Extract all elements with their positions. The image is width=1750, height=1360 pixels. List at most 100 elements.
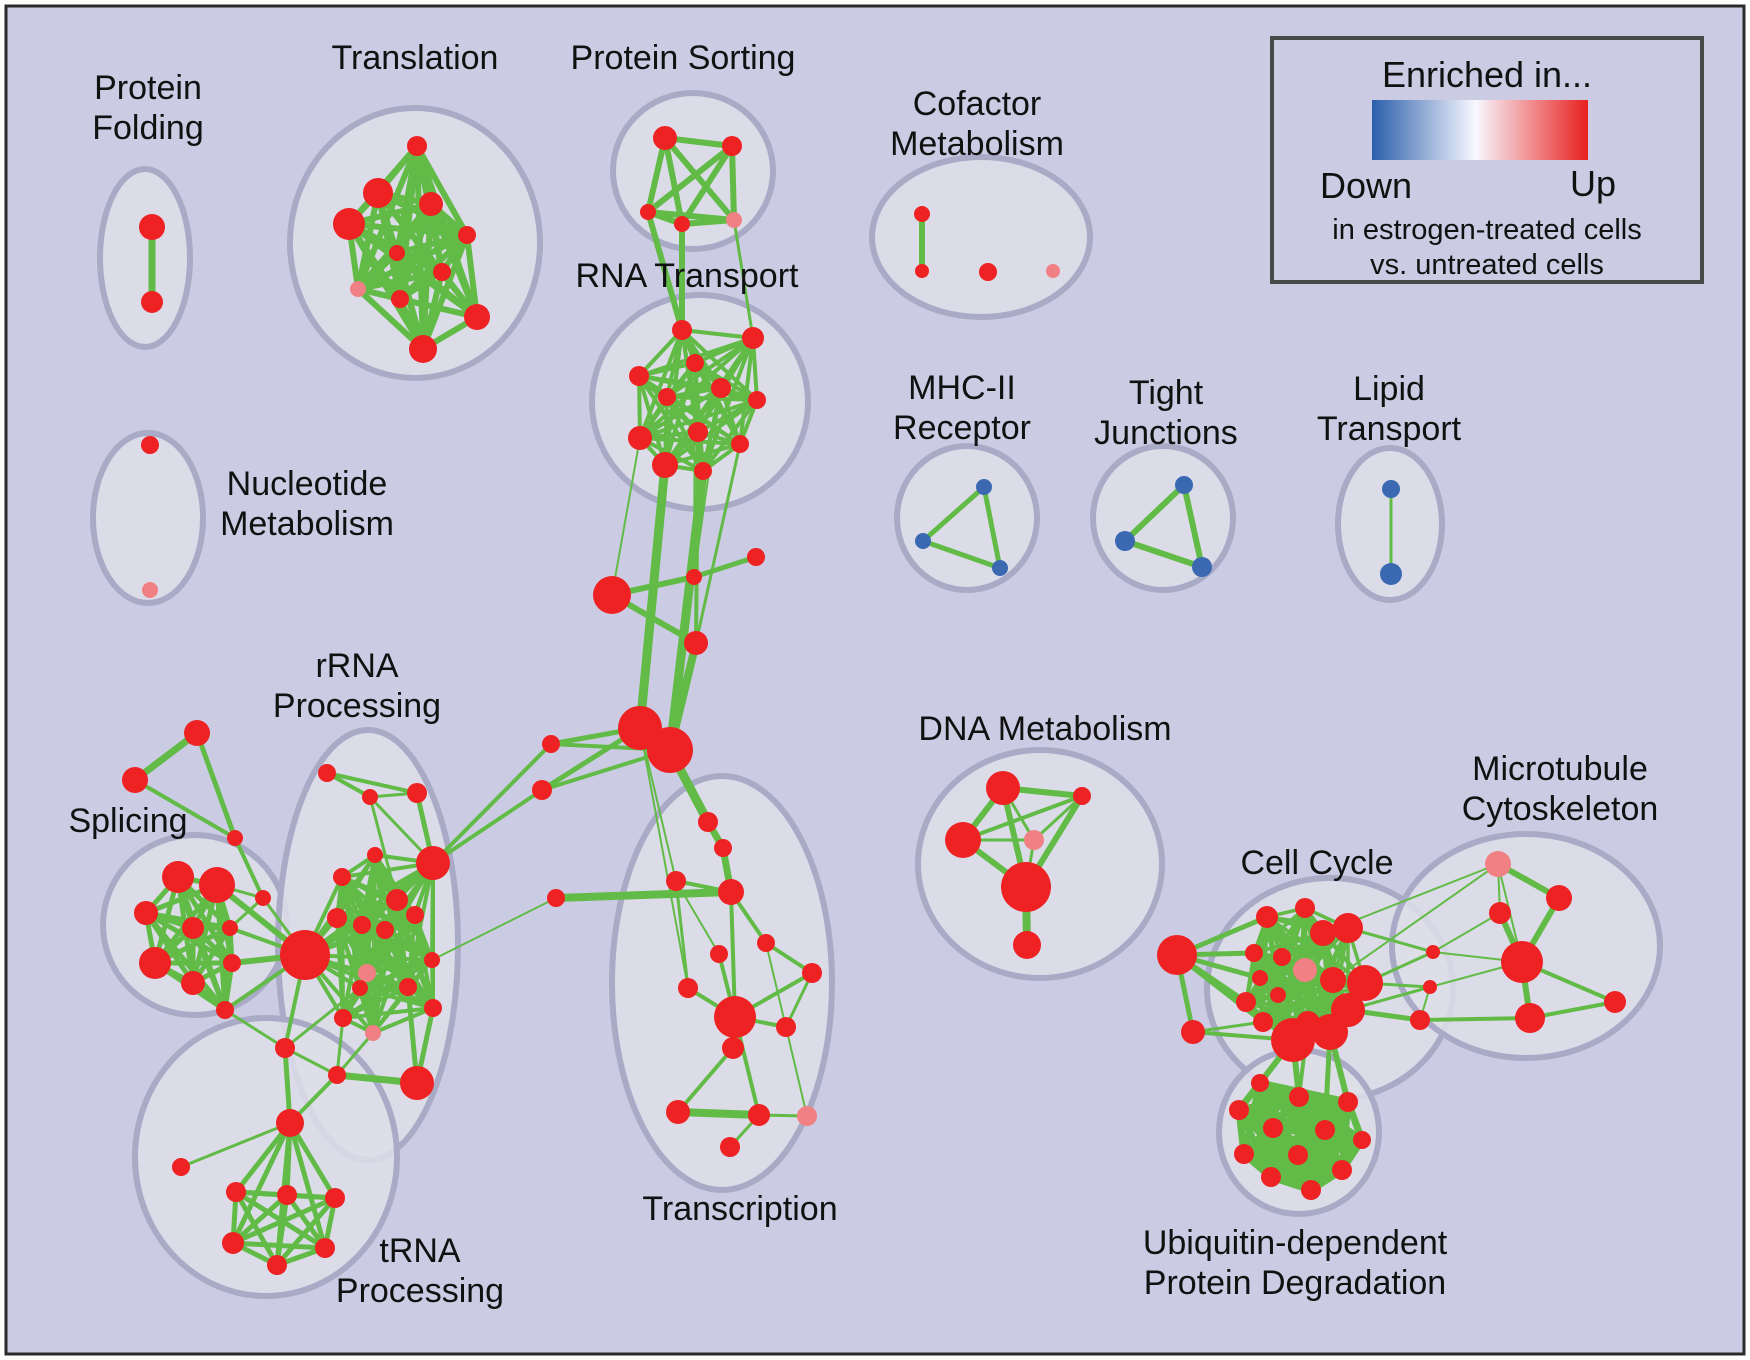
node-sorting [726, 212, 742, 228]
cluster-label-splicing: Splicing [68, 802, 187, 840]
node-transcription [678, 978, 698, 998]
edge-dna [961, 794, 1084, 842]
edge-rna-hub [611, 437, 641, 596]
node-trna [315, 1238, 335, 1258]
node-rrna [280, 930, 330, 980]
edge-ubi [1235, 1098, 1352, 1114]
cluster-ellipse-cofactor [869, 154, 1093, 320]
node-trna [328, 1066, 346, 1084]
cluster-label-nucleotide: Metabolism [220, 505, 394, 543]
node-transcription [797, 1106, 817, 1126]
legend-title: Enriched in... [1382, 54, 1592, 95]
node-tight [1115, 531, 1135, 551]
node-transcription [776, 1017, 796, 1037]
cluster-label-trna: Processing [336, 1272, 504, 1310]
node-lipid [1380, 563, 1402, 585]
edge-rna [680, 328, 755, 340]
node-translation [419, 192, 443, 216]
edge-trna [179, 1121, 292, 1169]
node-hub [647, 727, 693, 773]
edge-translation [355, 269, 445, 292]
node-cellcycle [1181, 1020, 1205, 1044]
legend-subtitle-2: vs. untreated cells [1370, 249, 1604, 281]
node-rna [658, 388, 676, 406]
node-sorting [653, 126, 677, 150]
node-cofactor [914, 206, 930, 222]
edge-sorting [662, 135, 737, 223]
node-cofactor [979, 263, 997, 281]
node-dna [1013, 931, 1041, 959]
edge-sorting [679, 143, 735, 227]
edge-rna [638, 398, 759, 440]
edge-rrna [358, 958, 434, 990]
edge-rrna-hub [431, 742, 553, 865]
node-transcription [722, 1037, 744, 1059]
node-translation [389, 245, 405, 261]
node-transcription [666, 871, 686, 891]
edge-trna [230, 1120, 293, 1246]
node-mhc [976, 479, 992, 495]
edge-free [133, 778, 237, 840]
node-cellcycle [1157, 935, 1197, 975]
edge-translation [355, 286, 426, 352]
node-trna [222, 1232, 244, 1254]
edge-rna [701, 398, 759, 473]
edge-rrna-trna [335, 1016, 345, 1077]
node-micro [1515, 1003, 1545, 1033]
edge-translation [397, 296, 480, 320]
node-translation [464, 304, 490, 330]
node-nucleotide [141, 436, 159, 454]
edge-rrna [341, 1006, 435, 1020]
edge-hub-transcription [639, 727, 677, 882]
node-transcription [802, 963, 822, 983]
cluster-label-cofactor: Cofactor [913, 85, 1042, 123]
node-translation [458, 226, 476, 244]
edge-tight [1122, 538, 1205, 570]
edge-splicing [214, 882, 228, 1013]
edge-trna [230, 1192, 290, 1246]
cluster-label-tight: Tight [1129, 374, 1204, 412]
node-cellcycle [1293, 958, 1317, 982]
node-rna [629, 366, 649, 386]
node-rrna [334, 1009, 352, 1027]
node-cellcycle [1245, 944, 1263, 962]
node-rrna [353, 916, 371, 934]
edge-tight [1122, 482, 1187, 544]
edge-trna [284, 1192, 328, 1251]
cluster-ellipse-mhc [894, 443, 1040, 593]
node-splicing [199, 867, 235, 903]
cluster-label-transcription: Transcription [642, 1190, 837, 1228]
node-cellcycle [1333, 913, 1363, 943]
node-ubi [1251, 1074, 1269, 1092]
legend-gradient-bar [1372, 100, 1588, 160]
cluster-ellipse-nucleotide [90, 430, 206, 606]
node-micro [1485, 851, 1511, 877]
node-micro [1423, 980, 1437, 994]
node-trna [267, 1255, 287, 1275]
legend-up-label: Up [1570, 163, 1616, 204]
edge-rrna-hub [431, 788, 544, 865]
edge-rna-hub [693, 387, 722, 578]
node-trna [226, 1182, 246, 1202]
cluster-label-translation: Translation [332, 39, 499, 77]
node-dna [1024, 830, 1044, 850]
edge-cellcycle-micro [1332, 863, 1499, 981]
edge-sorting [645, 135, 668, 215]
node-cellcycle [1310, 920, 1336, 946]
edge-rna [637, 374, 759, 402]
node-translation [433, 263, 451, 281]
node-micro [1489, 902, 1511, 924]
edge-free-splicing [233, 836, 265, 900]
edge-micro [1418, 1016, 1532, 1022]
cluster-label-rrna: Processing [273, 687, 441, 725]
node-transcription [666, 1100, 690, 1124]
node-translation [407, 136, 427, 156]
node-trna [275, 1038, 295, 1058]
node-rrna [365, 1025, 381, 1041]
node-trna [325, 1188, 345, 1208]
cluster-ellipse-tight [1090, 443, 1236, 593]
node-ubi [1353, 1131, 1371, 1149]
node-splicing [182, 917, 204, 939]
node-dna [1001, 862, 1051, 912]
edge-rna [638, 328, 684, 440]
